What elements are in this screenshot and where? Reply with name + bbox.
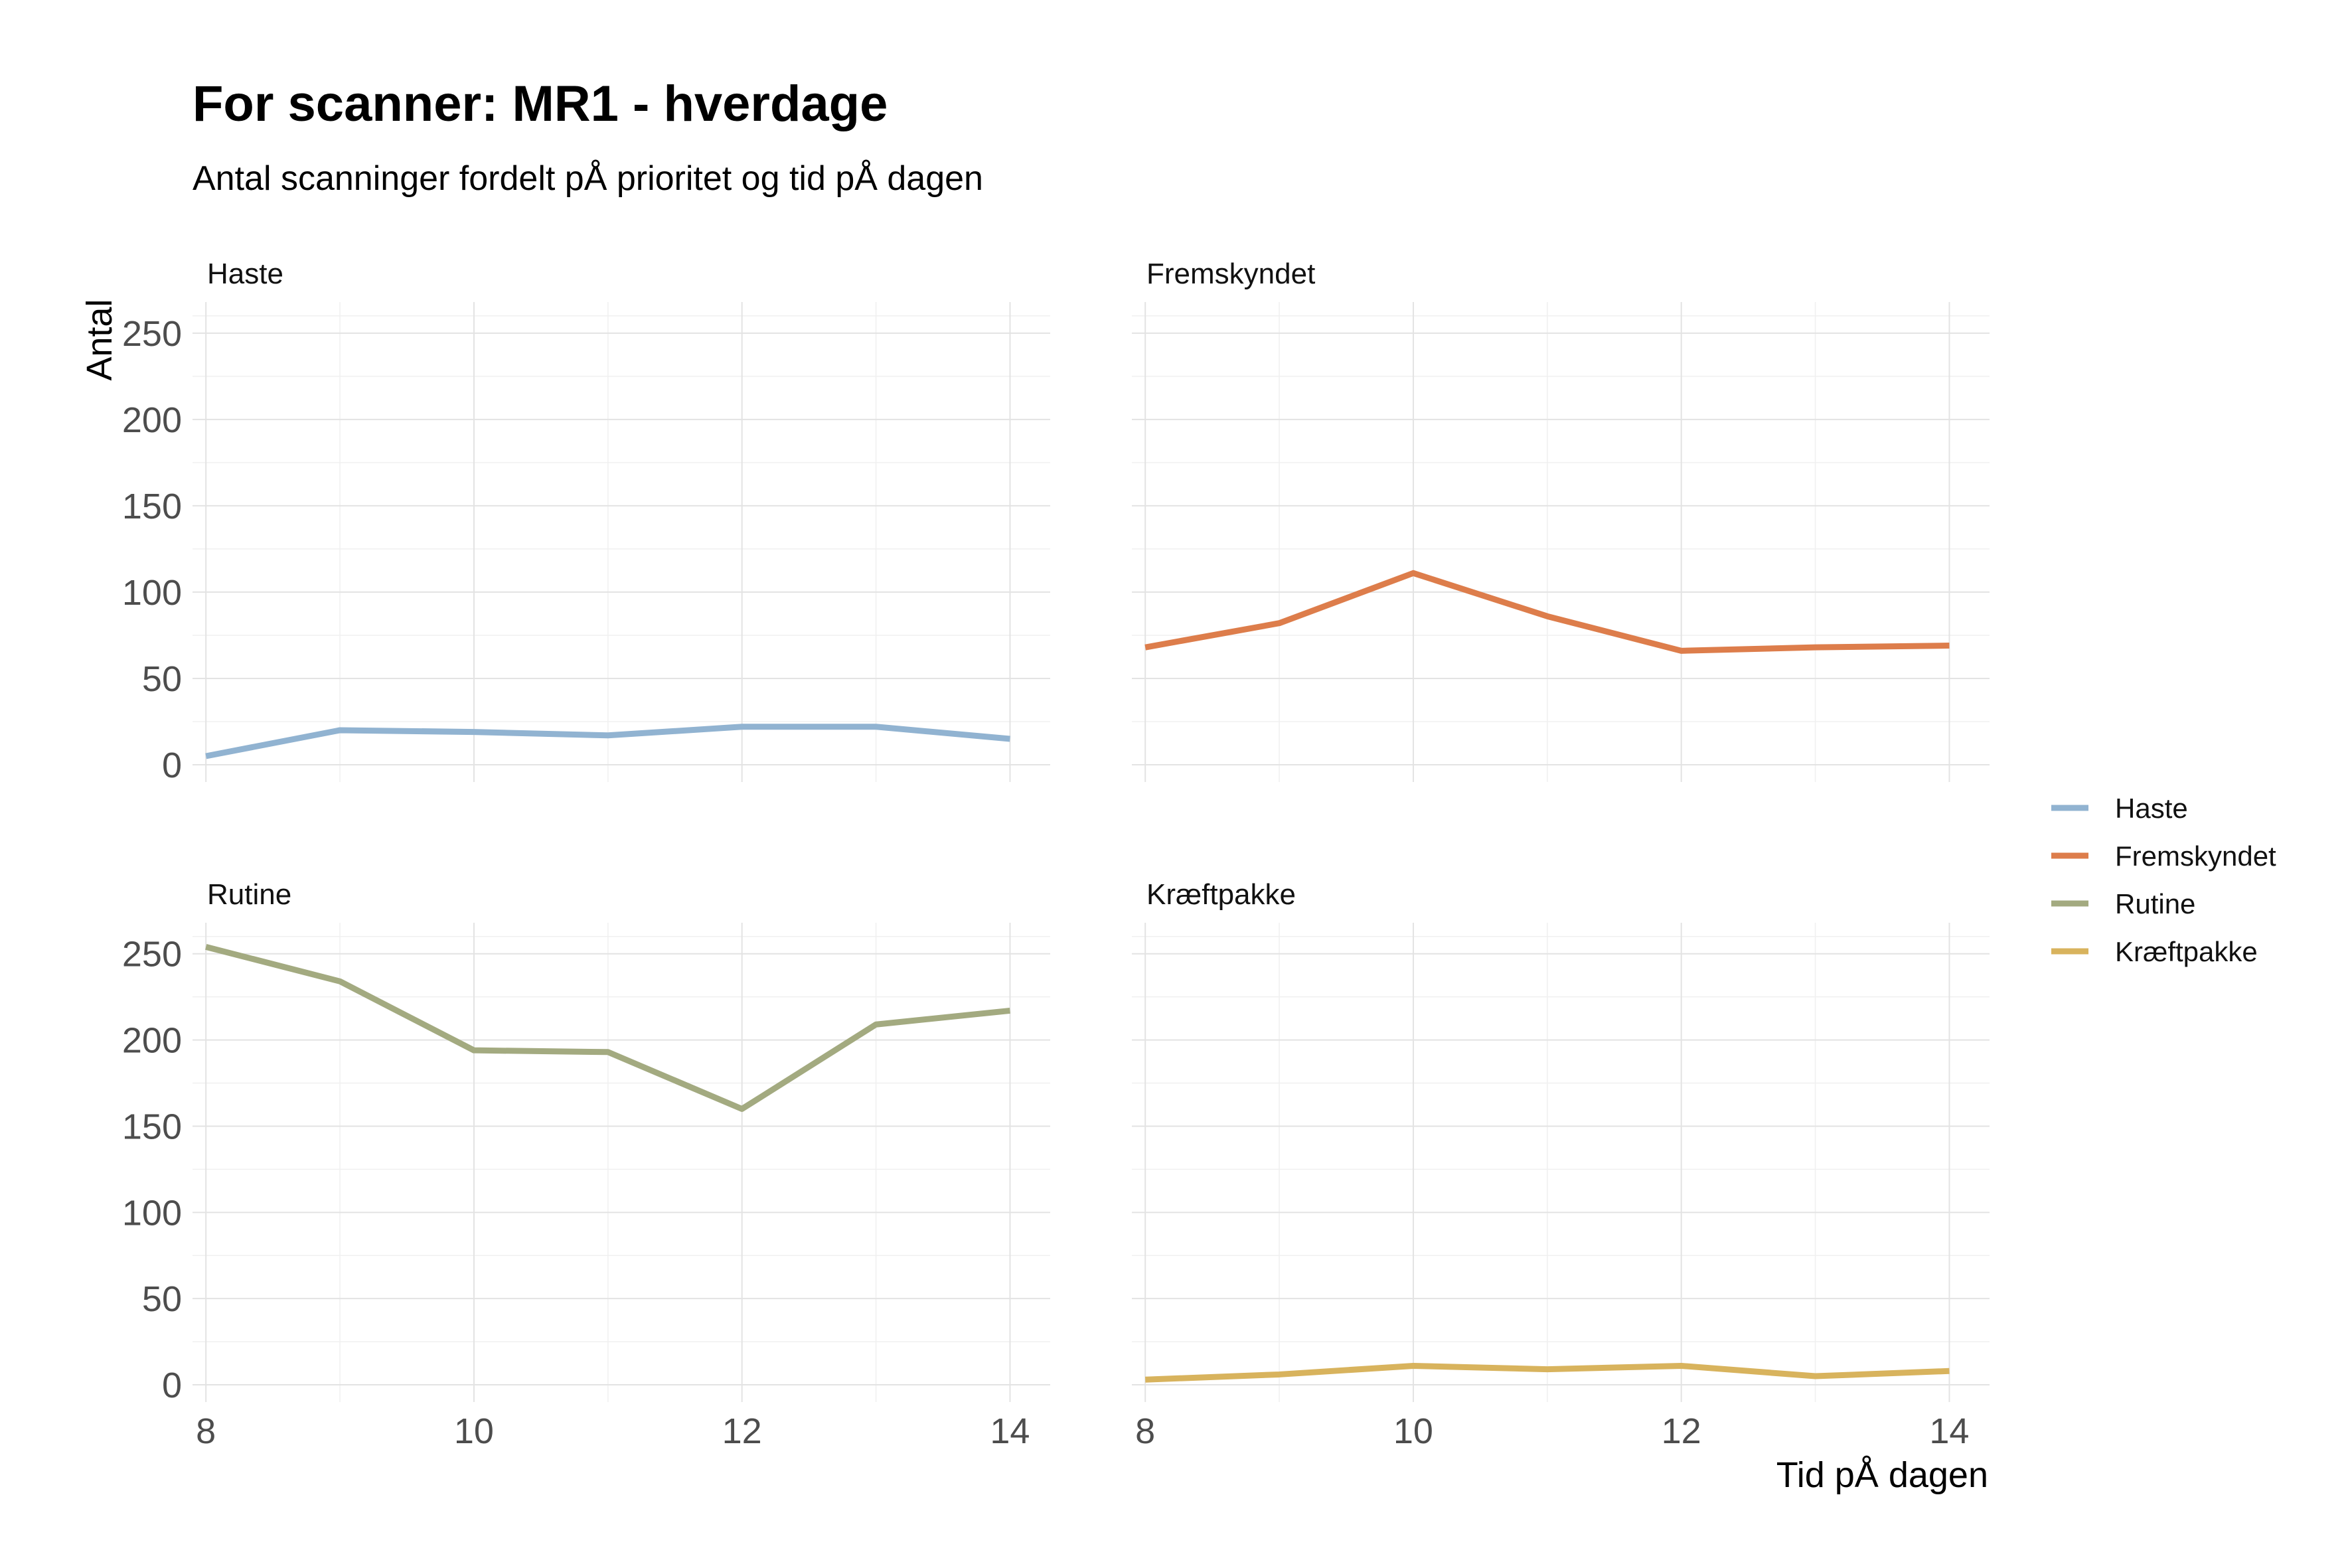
y-tick-label: 0 [162,745,182,785]
panel-1: Fremskyndet [1132,258,1990,782]
y-tick-label: 100 [122,573,182,613]
x-tick-label: 14 [990,1411,1030,1451]
chart-title: For scanner: MR1 - hverdage [193,76,888,132]
y-tick-label: 250 [122,935,182,975]
series-line [205,944,1010,1112]
x-tick-label: 10 [454,1411,494,1451]
y-tick-label: 200 [122,1021,182,1061]
y-tick-label: 150 [122,487,182,526]
y-tick-label: 100 [122,1193,182,1233]
x-tick-label: 8 [1135,1411,1155,1451]
legend-label: Fremskyndet [2115,840,2276,872]
series-line [205,724,1010,759]
series-line [1144,570,1950,654]
legend-item: Fremskyndet [2051,840,2276,872]
facet-label: Kræftpakke [1146,878,1296,911]
legend-label: Kræftpakke [2115,936,2258,967]
legend: Haste Fremskyndet Rutine Kræftpakke [2051,793,2276,967]
panel-2: Rutine 0 50 100 150 200 250 8 10 12 14 [122,878,1050,1451]
x-tick-label: 8 [196,1411,216,1451]
chart-subtitle: Antal scanninger fordelt pÅ prioritet og… [193,159,983,198]
x-axis-title: Tid pÅ dagen [1776,1455,1988,1495]
y-tick-label: 50 [142,1279,182,1319]
y-tick-label: 200 [122,400,182,440]
facet-panels: Haste 0 50 100 150 200 250 Fremskyndet Rutine 0 50… [122,258,1990,1451]
x-tick-label: 10 [1393,1411,1433,1451]
legend-item: Haste [2051,793,2188,824]
x-tick-label: 14 [1929,1411,1969,1451]
y-axis-title: Antal [80,299,119,380]
facet-label: Haste [207,258,283,290]
x-tick-label: 12 [722,1411,762,1451]
legend-label: Haste [2115,793,2188,824]
series-line [1145,1362,1950,1383]
y-tick-label: 0 [162,1366,182,1405]
legend-item: Rutine [2051,888,2195,919]
y-tick-label: 150 [122,1107,182,1146]
legend-item: Kræftpakke [2051,936,2258,967]
panel-3: Kræftpakke 8 10 12 14 [1132,878,1990,1451]
panel-0: Haste 0 50 100 150 200 250 [122,258,1050,785]
y-tick-label: 50 [142,659,182,699]
legend-label: Rutine [2115,888,2195,919]
x-tick-label: 12 [1662,1411,1701,1451]
facet-label: Rutine [207,878,291,911]
facet-label: Fremskyndet [1146,258,1315,290]
y-tick-label: 250 [122,314,182,354]
